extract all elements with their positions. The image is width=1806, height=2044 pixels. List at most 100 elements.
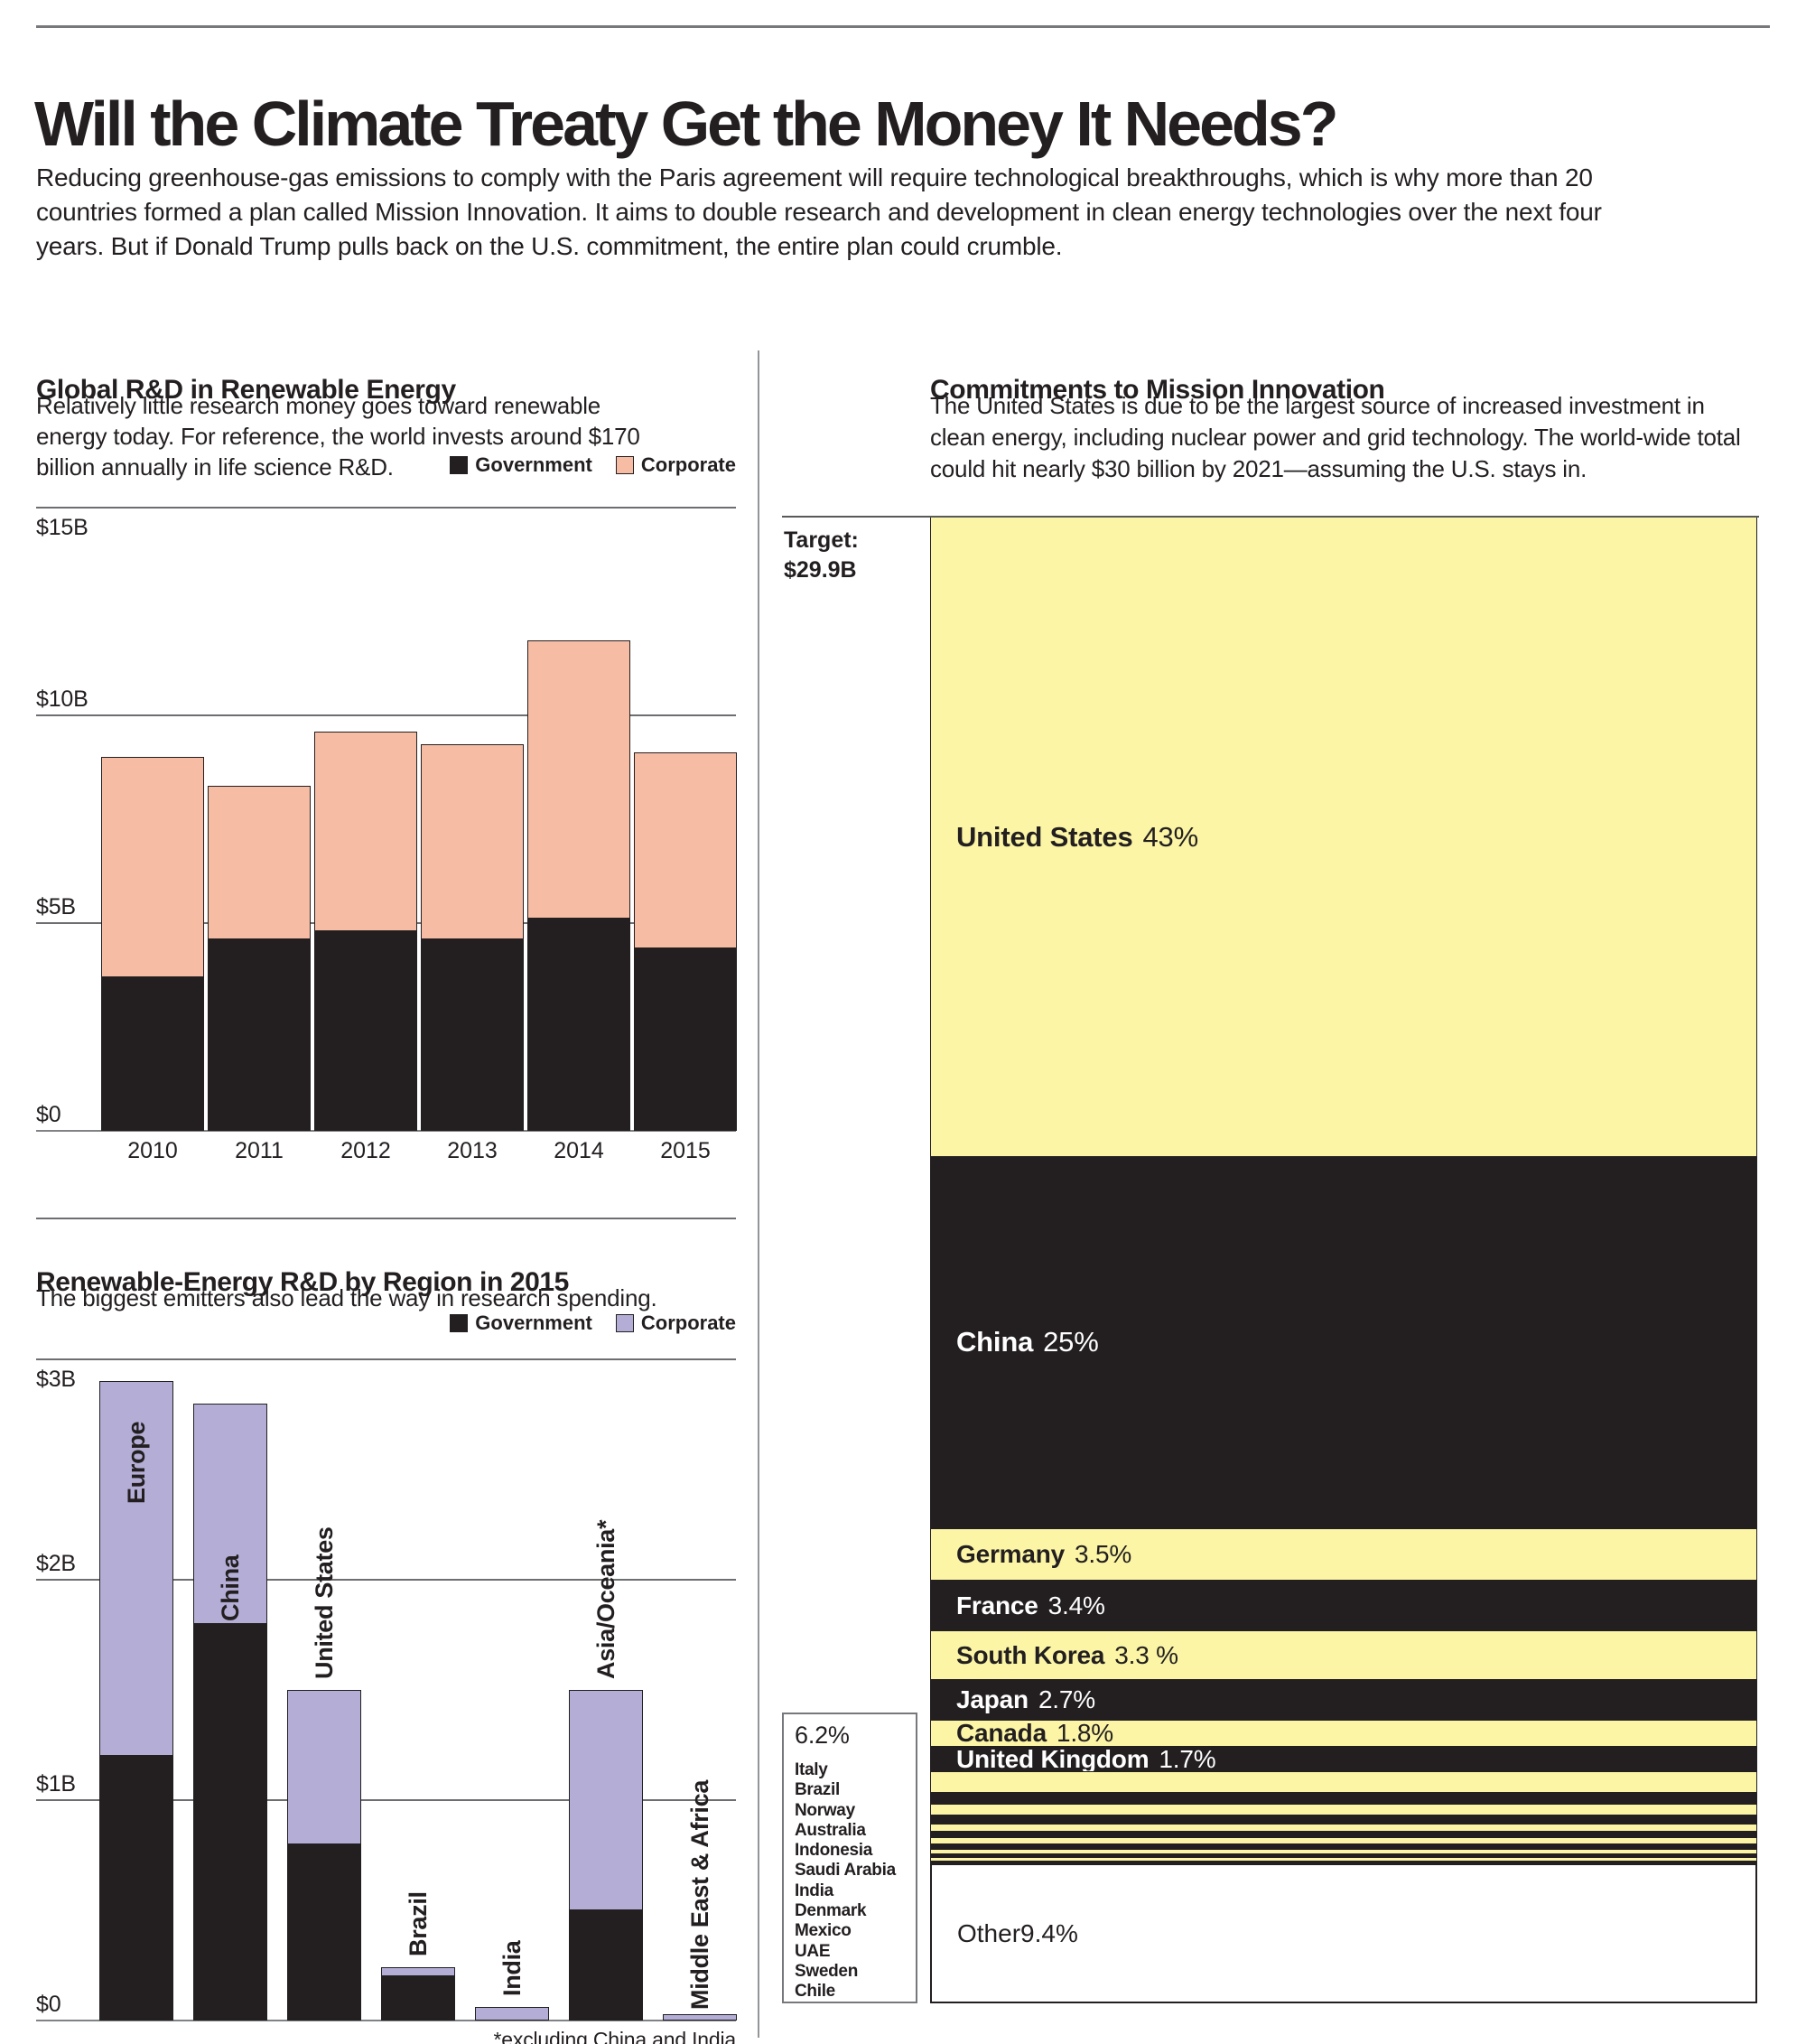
gridline-$2B <box>36 1579 736 1581</box>
small-country-brazil: Brazil <box>795 1780 840 1800</box>
bar-corporate-2011 <box>208 786 311 940</box>
region-label-china: China <box>217 1554 244 1621</box>
ytick-$1B: $1B <box>36 1771 76 1797</box>
mission-stripe-india <box>930 1837 1757 1844</box>
segment-country-name: Japan <box>956 1685 1029 1714</box>
mission-segment-germany: Germany 3.5% <box>930 1527 1757 1581</box>
segment-label-france: France 3.4% <box>931 1581 1756 1630</box>
small-country-indonesia: Indonesia <box>795 1841 872 1861</box>
small-country-chile: Chile <box>795 1982 835 2002</box>
gridline-$0 <box>36 2020 736 2021</box>
bar-government-2010 <box>101 976 204 1131</box>
bar-corporate-Europe <box>99 1381 173 1757</box>
bar-corporate-Brazil <box>381 1967 455 1977</box>
bar-corporate-Middle East & Africa <box>663 2013 737 2021</box>
bar-corporate-2012 <box>314 732 417 932</box>
segment-country-name: United States <box>956 820 1133 853</box>
bar-government-2012 <box>314 931 417 1131</box>
bar-corporate-2013 <box>421 744 524 940</box>
ytick-$2B: $2B <box>36 1551 76 1576</box>
mission-segment-south-korea: South Korea 3.3 % <box>930 1630 1757 1680</box>
small-countries-list: Italy Brazil Norway Australia Indonesia Saudi… <box>795 1760 916 2002</box>
bar-government-United States <box>287 1843 361 2021</box>
segment-percent: 43% <box>1142 820 1199 853</box>
mission-bar: United States 43% China 25% Germany 3.5% Franc… <box>930 518 1757 2003</box>
segment-percent: 2.7% <box>1038 1685 1095 1714</box>
segment-label-germany: Germany 3.5% <box>931 1529 1756 1581</box>
ytick-$15B: $15B <box>36 515 88 540</box>
legend-item-corporate: Corporate <box>615 1311 736 1335</box>
segment-country-name: South Korea <box>956 1640 1105 1669</box>
target-caption: Target: <box>784 527 859 553</box>
region-label-india: India <box>498 1940 526 1996</box>
ytick-$0: $0 <box>36 1102 61 1127</box>
mission-stripe-mexico <box>930 1848 1757 1853</box>
small-country-australia: Australia <box>795 1820 866 1840</box>
segment-label-china: China 25% <box>931 1157 1756 1527</box>
segment-percent: 25% <box>1043 1326 1099 1358</box>
chart1-legend: Government Corporate <box>375 453 736 477</box>
bar-government-Brazil <box>381 1976 455 2021</box>
small-country-norway: Norway <box>795 1800 855 1820</box>
bar-government-Asia/Oceania* <box>569 1910 643 2021</box>
segment-label-united-states: United States 43% <box>931 518 1756 1156</box>
xtick-2014: 2014 <box>554 1138 604 1163</box>
bar-government-2013 <box>421 939 524 1131</box>
small-country-india: India <box>795 1881 833 1900</box>
chart2-title: Renewable-Energy R&D by Region in 2015 <box>36 1266 569 1297</box>
mission-segment-other: Other 9.4% <box>930 1863 1757 2003</box>
gridline-$0 <box>36 1130 736 1132</box>
mission-title: Commitments to Mission Innovation <box>930 374 1385 405</box>
top-rule <box>36 25 1770 28</box>
segment-label-united-kingdom: United Kingdom 1.7% <box>931 1744 1756 1773</box>
chart1-subtitle: Relatively little research money goes to… <box>36 392 640 481</box>
segment-country-name: France <box>956 1591 1038 1619</box>
small-country-uae: UAE <box>795 1941 831 1961</box>
small-country-sweden: Sweden <box>795 1961 858 1981</box>
mission-segment-japan: Japan 2.7% <box>930 1679 1757 1720</box>
bar-corporate-United States <box>287 1690 361 1844</box>
mission-top-rule <box>782 516 1759 518</box>
mission-segment-canada: Canada 1.8% <box>930 1719 1757 1747</box>
government-swatch-icon <box>450 1314 469 1332</box>
region-label-asia-oceania-: Asia/Oceania* <box>592 1519 619 1679</box>
mission-stripe-italy <box>930 1771 1757 1792</box>
region-label-united-states: United States <box>311 1526 338 1679</box>
legend-label-government: Government <box>475 453 592 476</box>
segment-country-name: China <box>956 1326 1034 1358</box>
small-countries-callout: 6.2% Italy Brazil Norway Australia Indonesia… <box>782 1713 917 2003</box>
legend-label-government: Government <box>475 1311 592 1334</box>
mission-stripe-sweden <box>930 1856 1757 1861</box>
gridline-$10B <box>36 714 736 716</box>
segment-percent: 1.7% <box>1159 1744 1216 1773</box>
bar-corporate-India <box>475 2007 549 2021</box>
chart2-legend: Government Corporate <box>375 1311 736 1335</box>
mission-segment-united-states: United States 43% <box>930 518 1757 1157</box>
target-value: $29.9B <box>784 557 857 583</box>
bar-corporate-2015 <box>634 752 737 948</box>
government-swatch-icon <box>450 456 469 474</box>
region-label-brazil: Brazil <box>405 1891 432 1956</box>
mission-stripe-brazil <box>930 1791 1757 1804</box>
chart1-title: Global R&D in Renewable Energy <box>36 374 456 405</box>
ytick-$5B: $5B <box>36 894 76 919</box>
legend-item-corporate: Corporate <box>615 453 736 477</box>
small-group-percent: 6.2% <box>795 1722 850 1749</box>
column-divider <box>758 350 759 2038</box>
mission-stripe-uae <box>930 1853 1757 1857</box>
bar-government-Europe <box>99 1756 173 2021</box>
bar-government-2014 <box>527 919 630 1131</box>
gridline-$3B <box>36 1358 736 1360</box>
bar-corporate-2014 <box>527 640 630 919</box>
chart2-plot: $3B $2B $1B $0 Europe China United States Brazi… <box>36 1358 737 2044</box>
legend-item-government: Government <box>450 1311 592 1335</box>
xtick-2013: 2013 <box>447 1138 498 1163</box>
corporate-swatch-icon <box>615 1314 634 1332</box>
gridline-$1B <box>36 1799 736 1801</box>
segment-percent: 3.5% <box>1075 1539 1132 1568</box>
segment-label-japan: Japan 2.7% <box>931 1680 1756 1719</box>
region-label-middle-east---africa: Middle East & Africa <box>686 1779 713 2010</box>
small-country-mexico: Mexico <box>795 1921 852 1941</box>
mission-stripe-australia <box>930 1815 1757 1824</box>
